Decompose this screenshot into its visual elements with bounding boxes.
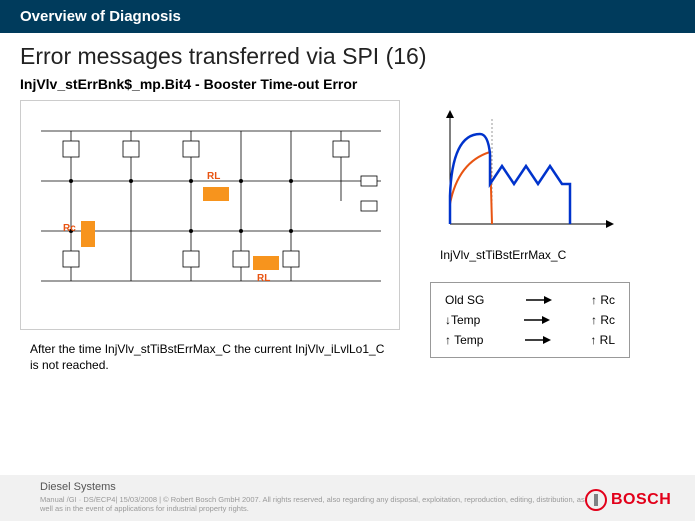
legend-box: Old SG ↑ Rc ↓Temp ↑ Rc ↑ Temp ↑ RL (430, 282, 630, 358)
chart-label: InjVlv_stTiBstErrMax_C (440, 248, 675, 262)
timing-chart (420, 104, 630, 244)
arrow-icon (522, 315, 550, 325)
page-subtitle: InjVlv_stErrBnk$_mp.Bit4 - Booster Time-… (0, 74, 695, 100)
label-rl-bottom: RL (257, 273, 270, 284)
header-title: Overview of Diagnosis (20, 8, 181, 25)
footer-brand: Diesel Systems (40, 481, 585, 493)
legend-row: Old SG ↑ Rc (445, 293, 615, 307)
logo-text: BOSCH (611, 491, 671, 509)
resistor-rl-top (203, 187, 229, 201)
resistor-rc (81, 221, 95, 247)
legend-row: ↓Temp ↑ Rc (445, 313, 615, 327)
legend-left: Old SG (445, 293, 484, 307)
footer-text: Diesel Systems Manual /GI · DS/ECP4| 15/… (40, 481, 585, 513)
arrow-icon (524, 295, 552, 305)
schematic-svg (21, 101, 401, 331)
chart-svg (420, 104, 630, 244)
circuit-schematic: Rc RL RL (20, 100, 400, 330)
legend-left: ↓Temp (445, 313, 480, 327)
page-title: Error messages transferred via SPI (16) (0, 33, 695, 74)
legend-left: ↑ Temp (445, 333, 483, 347)
legend-right: ↑ Rc (591, 313, 615, 327)
left-column: Rc RL RL After the time InjVlv_stTiBstEr… (20, 100, 400, 373)
legend-right: ↑ Rc (591, 293, 615, 307)
bosch-logo: BOSCH (585, 487, 675, 513)
legend-right: ↑ RL (590, 333, 615, 347)
content-area: Rc RL RL After the time InjVlv_stTiBstEr… (0, 100, 695, 373)
arrow-icon (523, 335, 551, 345)
right-column: InjVlv_stTiBstErrMax_C Old SG ↑ Rc ↓Temp… (420, 100, 675, 373)
logo-ring-icon (585, 489, 607, 511)
footer-legal: Manual /GI · DS/ECP4| 15/03/2008 | © Rob… (40, 495, 585, 513)
label-rc: Rc (63, 223, 76, 234)
label-rl-top: RL (207, 171, 220, 182)
resistor-rl-bottom (253, 256, 279, 270)
slide-footer: Diesel Systems Manual /GI · DS/ECP4| 15/… (0, 475, 695, 521)
slide-header: Overview of Diagnosis (0, 0, 695, 33)
schematic-caption: After the time InjVlv_stTiBstErrMax_C th… (20, 342, 400, 373)
legend-row: ↑ Temp ↑ RL (445, 333, 615, 347)
